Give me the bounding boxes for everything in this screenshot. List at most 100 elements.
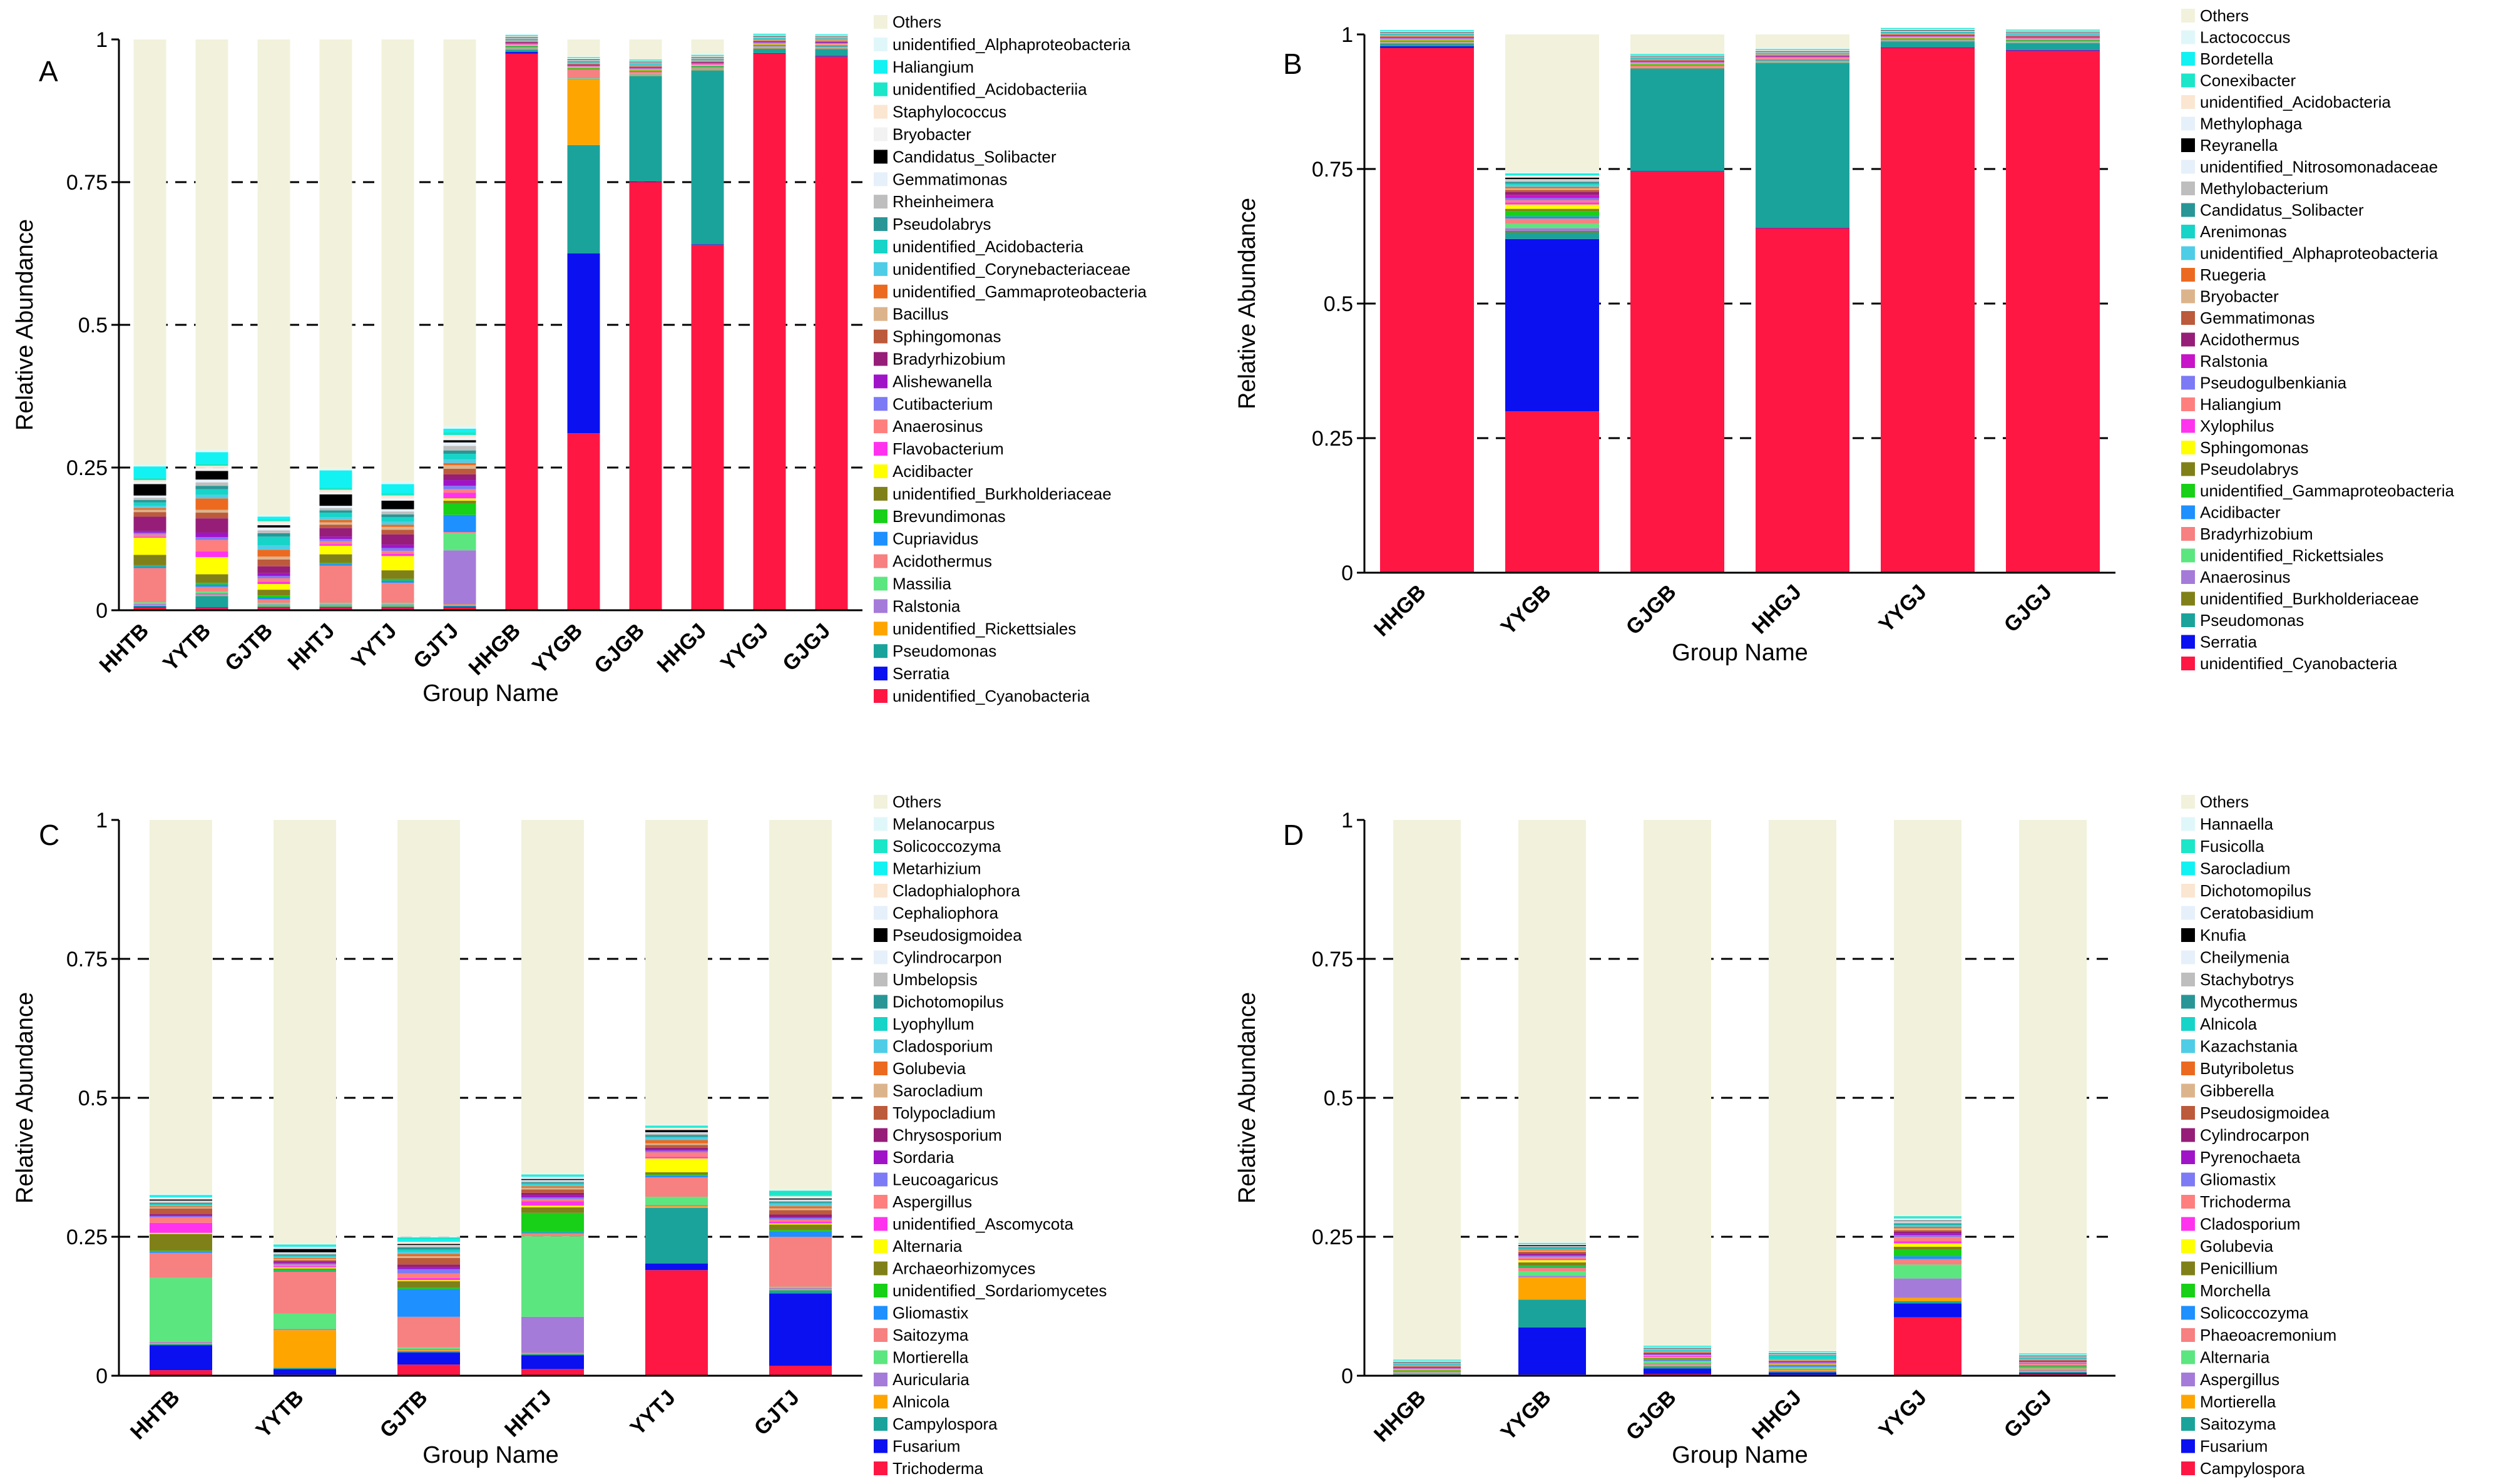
bar-segment-Cladosporium: [521, 1184, 584, 1187]
bar-segment-Others: [133, 39, 166, 465]
x-tick-label: HHGB: [1369, 580, 1431, 642]
bar-segment-Melanocarpus: [274, 1243, 336, 1245]
bar-segment-Fusarium: [1518, 1327, 1586, 1375]
bar-segment-Rheinheimera: [133, 498, 166, 500]
bar-HHGJ: [1756, 34, 1849, 573]
bar-segment-Candidatus_Solibacter: [2006, 33, 2100, 34]
bar-segment-Cladosporium: [274, 1256, 336, 1258]
legend-swatch: [874, 1239, 887, 1253]
legend-item: Gliomastix: [2181, 1170, 2276, 1189]
bar-segment-unidentified_Burkholderiaceae: [1756, 63, 1849, 64]
bar-segment-Acidothermus: [443, 532, 476, 533]
bar-segment-Cladophialophora: [645, 1127, 708, 1129]
bar-segment-Alternaria: [150, 1232, 212, 1234]
bar-segment-Ceratobasidium: [1393, 1361, 1461, 1362]
bar-segment-unidentified_Burkholderiaceae: [1505, 230, 1599, 233]
bar-segment-Stachybotrys: [1894, 1222, 1961, 1224]
legend-item: Gibberella: [2181, 1082, 2274, 1100]
bar-segment-Leucoagaricus: [397, 1269, 460, 1274]
bar-segment-Archaeorhizomyces: [274, 1268, 336, 1270]
bar-segment-Phaeoacremonium: [1894, 1259, 1961, 1265]
bar-segment-unidentified_Acidobacteriia: [629, 59, 662, 61]
bar-segment-Bradyrhizobium: [1630, 65, 1724, 68]
legend-swatch: [874, 195, 887, 209]
legend-label: Saitozyma: [892, 1326, 969, 1344]
legend-item: Fusicolla: [2181, 837, 2264, 856]
legend-label: unidentified_Sordariomycetes: [892, 1281, 1107, 1300]
legend-item: Reyranella: [2181, 136, 2278, 155]
legend-label: Pseudomonas: [2200, 611, 2304, 630]
bar-GJTJ: [769, 820, 832, 1376]
bar-segment-Knufia: [1894, 1220, 1961, 1222]
bar-segment-Chrysosporium: [150, 1214, 212, 1215]
bar-segment-Cylindrocarpon: [521, 1180, 584, 1182]
bar-segment-unidentified_Rickettsiales: [1630, 67, 1724, 68]
legend-item: Archaeorhizomyces: [874, 1259, 1035, 1278]
legend-item: Hannaella: [2181, 815, 2274, 834]
bar-segment-Flavobacterium: [257, 581, 290, 585]
bar-segment-Flavobacterium: [505, 44, 538, 46]
bar-segment-Massilia: [567, 78, 600, 79]
bar-segment-Cladosporium: [1894, 1241, 1961, 1244]
legend-item: Pseudolabrys: [874, 215, 991, 233]
bar-segment-Haliangium: [319, 470, 352, 488]
bar-segment-Lactococcus: [1380, 29, 1474, 31]
bar-segment-Aspergillus: [645, 1152, 708, 1157]
bar-segment-Cupriavidus: [815, 46, 848, 47]
bar-segment-Dichotomopilus: [1644, 1346, 1711, 1348]
bar-segment-Massilia: [133, 602, 166, 604]
bar-segment-Ralstonia: [381, 604, 414, 606]
legend-item: Alternaria: [2181, 1348, 2270, 1367]
bar-segment-Pseudomonas: [2006, 43, 2100, 50]
bar-segment-unidentified_Acidobacteriia: [815, 34, 848, 36]
x-tick-label: GJTB: [376, 1386, 432, 1443]
legend-swatch: [874, 1417, 887, 1431]
legend-label: Cupriavidus: [892, 530, 978, 548]
bar-segment-Dichotomopilus: [397, 1247, 460, 1250]
bar-segment-Fusarium: [521, 1355, 584, 1369]
bar-segment-Pseudomonas: [1630, 69, 1724, 171]
bar-YYTJ: [645, 820, 708, 1376]
legend-label: Fusarium: [892, 1437, 960, 1456]
y-tick-label: 0: [96, 599, 108, 623]
bar-segment-Umbelopsis: [645, 1133, 708, 1135]
legend-swatch: [874, 622, 887, 636]
bar-segment-Bordetella: [2006, 29, 2100, 31]
legend-item: Pseudosigmoidea: [2181, 1103, 2330, 1122]
legend-swatch: [874, 973, 887, 986]
legend-item: Butyriboletus: [2181, 1059, 2294, 1078]
bar-segment-Ralstonia: [257, 604, 290, 606]
bar-segment-Pseudomonas: [629, 76, 662, 182]
legend-label: unidentified_Rickettsiales: [2200, 546, 2383, 565]
bar-segment-Pseudomonas: [567, 145, 600, 253]
bar-segment-Bordetella: [1881, 28, 1975, 29]
bar-segment-Anaerosinus: [443, 489, 476, 493]
legend-swatch: [2181, 225, 2195, 238]
bar-segment-Mycothermus: [1894, 1223, 1961, 1225]
bar-segment-Hannaella: [1644, 1345, 1711, 1346]
bar-segment-Bacillus: [567, 63, 600, 64]
bar-segment-Trichoderma: [1894, 1237, 1961, 1242]
bar-segment-unidentified_Rickettsiales: [505, 49, 538, 50]
bar-segment-Cylindrocarpon: [1644, 1353, 1711, 1354]
bar-segment-Auricularia: [397, 1349, 460, 1351]
bar-segment-Sphingomonas: [1505, 204, 1599, 209]
bar-segment-Pseudolabrys: [257, 533, 290, 537]
y-tick-label: 0.75: [66, 948, 108, 971]
bar-segment-Penicillium: [1894, 1246, 1961, 1250]
bar-segment-Acidothermus: [133, 568, 166, 603]
bar-segment-unidentified_Gammaproteobacteria: [195, 498, 228, 510]
bar-segment-unidentified_Acidobacteriia: [133, 478, 166, 481]
legend-item: Others: [2181, 6, 2249, 25]
legend-item: Bacillus: [874, 305, 949, 324]
legend-item: Campylospora: [874, 1415, 998, 1433]
bar-segment-Gemmatimonas: [629, 62, 662, 63]
legend-swatch: [2181, 861, 2195, 876]
legend-swatch: [874, 1083, 887, 1098]
bar-segment-Cylindrocarpon: [1894, 1232, 1961, 1234]
bar-segment-Others: [691, 39, 724, 54]
y-tick-label: 1: [96, 28, 108, 52]
bar-segment-Phaeoacremonium: [1769, 1366, 1836, 1368]
legend-item: Others: [874, 792, 941, 811]
legend-swatch: [2181, 548, 2195, 563]
